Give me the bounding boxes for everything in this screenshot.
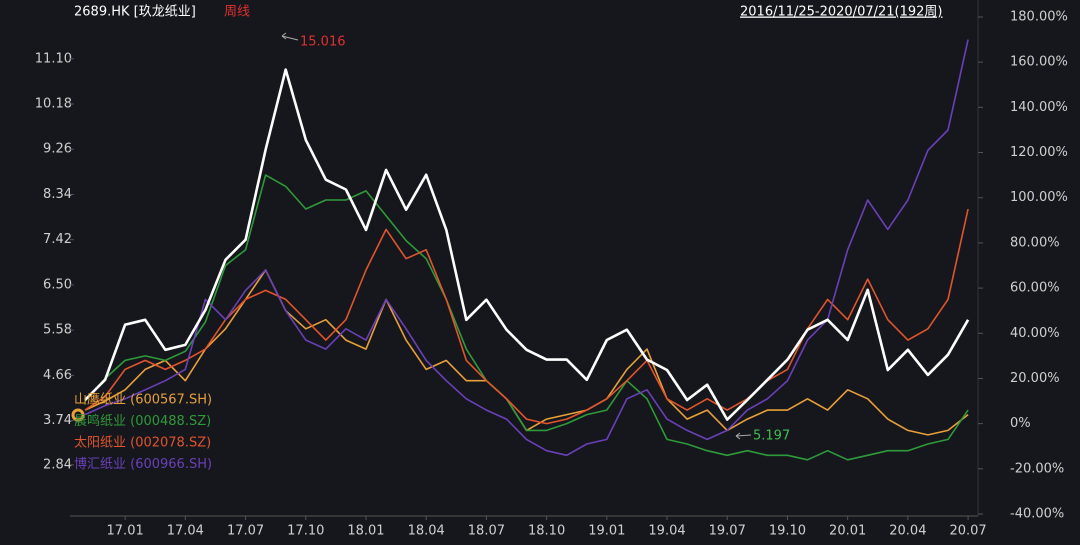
y-tick-label: 11.10 [35,51,72,66]
y-tick-label: 8.34 [43,187,72,202]
range-label[interactable]: 2016/11/25-2020/07/21(192周) [740,5,943,20]
x-tick-label: 18.01 [347,524,384,539]
y2-tick-label: 20.00% [1010,371,1060,386]
y-tick-label: 5.58 [43,323,72,338]
period-label: 周线 [224,5,250,20]
x-tick-label: 20.01 [829,524,866,539]
x-tick-label: 20.07 [949,524,986,539]
y-tick-label: 6.50 [43,277,72,292]
series-line [84,39,969,457]
y-tick-label: 3.74 [43,413,72,428]
y2-tick-label: 160.00% [1010,55,1068,70]
y2-tick-label: 40.00% [1010,326,1060,341]
series-line [84,208,969,425]
y2-tick-label: 80.00% [1010,235,1060,250]
x-tick-label: 17.10 [287,524,324,539]
x-tick-label: 20.04 [889,524,926,539]
x-tick-label: 17.07 [227,524,264,539]
x-tick-label: 19.04 [648,524,685,539]
y2-tick-label: 60.00% [1010,281,1060,296]
y-tick-label: 10.18 [35,97,72,112]
chart-title: 2689.HK [玖龙纸业] [74,4,196,20]
legend-entry: 山鹰纸业 (600567.SH) [74,392,212,408]
x-tick-label: 18.07 [468,524,505,539]
y2-tick-label: 100.00% [1010,190,1068,205]
x-tick-label: 17.04 [167,524,204,539]
y-tick-label: 9.26 [43,142,72,157]
annotation-arrow [735,432,752,440]
x-tick-label: 17.01 [107,524,144,539]
y2-tick-label: 140.00% [1010,100,1068,115]
y-tick-label: 2.84 [43,457,72,472]
x-tick-label: 19.07 [709,524,746,539]
y2-tick-label: 120.00% [1010,145,1068,160]
y2-tick-label: 0% [1010,416,1031,431]
y2-tick-label: -40.00% [1010,507,1064,522]
legend-entry: 晨鸣纸业 (000488.SZ) [74,413,211,429]
legend-entry: 太阳纸业 (002078.SZ) [74,436,211,451]
annotation-arrow [281,32,299,41]
y-tick-label: 4.66 [43,368,72,383]
y2-tick-label: -20.00% [1010,461,1064,476]
series-line [84,68,970,421]
y2-tick-label: 180.00% [1010,10,1068,25]
x-tick-label: 18.10 [528,524,565,539]
x-tick-label: 19.10 [769,524,806,539]
annotation: 5.197 [753,429,790,444]
y-tick-label: 7.42 [43,232,72,247]
x-tick-label: 18.04 [408,524,445,539]
series-line [84,174,969,461]
x-tick-label: 19.01 [588,524,625,539]
marker [71,408,85,422]
legend-entry: 博汇纸业 (600966.SH) [74,457,212,472]
annotation: 15.016 [300,35,346,50]
